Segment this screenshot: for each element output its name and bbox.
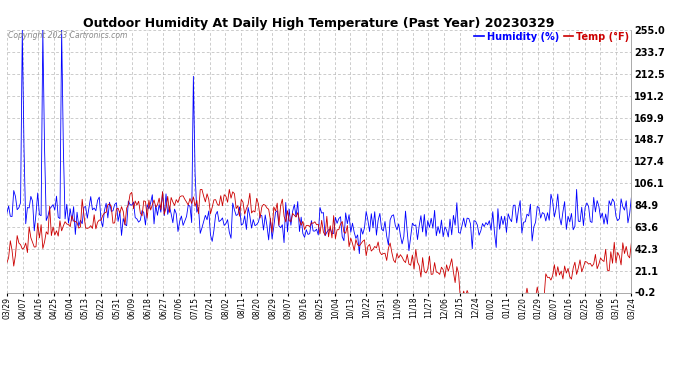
Title: Outdoor Humidity At Daily High Temperature (Past Year) 20230329: Outdoor Humidity At Daily High Temperatu… [83, 17, 555, 30]
Text: Copyright 2023 Cartronics.com: Copyright 2023 Cartronics.com [8, 32, 127, 40]
Legend: Humidity (%), Temp (°F): Humidity (%), Temp (°F) [474, 32, 629, 42]
